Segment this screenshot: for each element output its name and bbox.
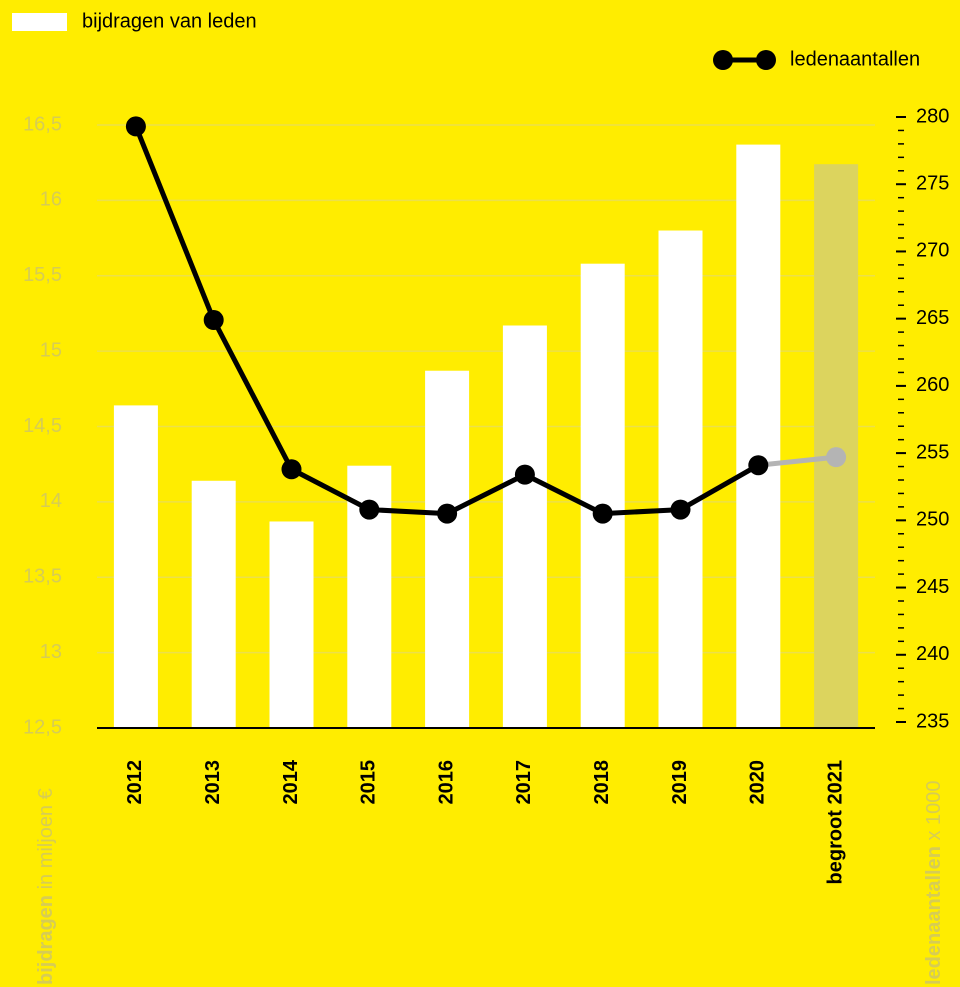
line-point (592, 503, 613, 524)
line-point (281, 459, 302, 480)
x-tick-label: begroot 2021 (824, 760, 846, 884)
legend-label: bijdragen van leden (82, 10, 257, 32)
line-segment (758, 454, 837, 468)
legend-label: ledenaantallen (790, 48, 920, 70)
x-tick-label: 2016 (435, 760, 457, 805)
line-segment (523, 472, 604, 516)
y-tick-label: 14,5 (23, 415, 62, 437)
bar (425, 370, 470, 728)
y2-tick-label: 250 (916, 509, 949, 531)
x-tick-label: 2017 (513, 760, 535, 805)
line-point (670, 499, 691, 520)
y2-tick-label: 280 (916, 105, 949, 127)
y-axis-title-rest: in miljoen € (35, 788, 57, 889)
line-point (437, 503, 458, 524)
line-segment (679, 463, 760, 512)
line-point (748, 455, 769, 476)
y-tick-label: 15 (40, 339, 62, 361)
line-point (514, 464, 535, 485)
legend-swatch-bar (12, 13, 67, 31)
y-tick-label: 12,5 (23, 716, 62, 738)
legend-swatch-point (756, 50, 776, 70)
x-tick-label: 2018 (591, 760, 613, 805)
y-tick-label: 16,5 (23, 113, 62, 135)
line-segment (211, 318, 294, 471)
y2-axis-title: ledenaantallen x 1000 (923, 780, 945, 985)
x-tick-label: 2015 (358, 760, 380, 805)
line-point (125, 116, 146, 137)
y2-tick-label: 260 (916, 374, 949, 396)
bar (269, 521, 314, 728)
line-segment (290, 467, 371, 512)
bar (113, 405, 158, 728)
y2-tick-label: 255 (916, 441, 949, 463)
bar (658, 230, 703, 728)
bar (580, 263, 625, 728)
bar (191, 480, 236, 728)
line-segment (602, 507, 681, 517)
line-segment (445, 472, 527, 516)
bar (736, 144, 781, 728)
y2-tick-label: 270 (916, 240, 949, 262)
y2-tick-label: 265 (916, 307, 949, 329)
x-tick-label: 2020 (747, 760, 769, 805)
y-tick-label: 15,5 (23, 264, 62, 286)
y-tick-label: 13,5 (23, 566, 62, 588)
y2-tick-label: 240 (916, 643, 949, 665)
y2-axis-title-bold: ledenaantallen (923, 846, 945, 985)
line-segment (369, 507, 448, 517)
y-tick-label: 16 (40, 189, 62, 211)
line-point (826, 447, 847, 468)
bar (814, 164, 859, 728)
x-tick-label: 2014 (280, 759, 302, 804)
y2-tick-label: 245 (916, 576, 949, 598)
x-tick-label: 2013 (202, 760, 224, 805)
y-tick-label: 14 (40, 490, 62, 512)
y2-axis-title-rest: x 1000 (923, 780, 945, 840)
y2-tick-label: 275 (916, 173, 949, 195)
y2-tick-label: 235 (916, 710, 949, 732)
y-axis-title: bijdragen in miljoen € (35, 788, 57, 985)
x-tick-label: 2019 (669, 760, 691, 805)
y-tick-label: 13 (40, 641, 62, 663)
bar (502, 325, 547, 728)
line-point (359, 499, 380, 520)
legend-swatch-point (713, 50, 733, 70)
x-tick-label: 2012 (124, 760, 146, 805)
y-axis-title-bold: bijdragen (35, 895, 57, 985)
line-point (203, 310, 224, 331)
line-segment (133, 125, 217, 321)
